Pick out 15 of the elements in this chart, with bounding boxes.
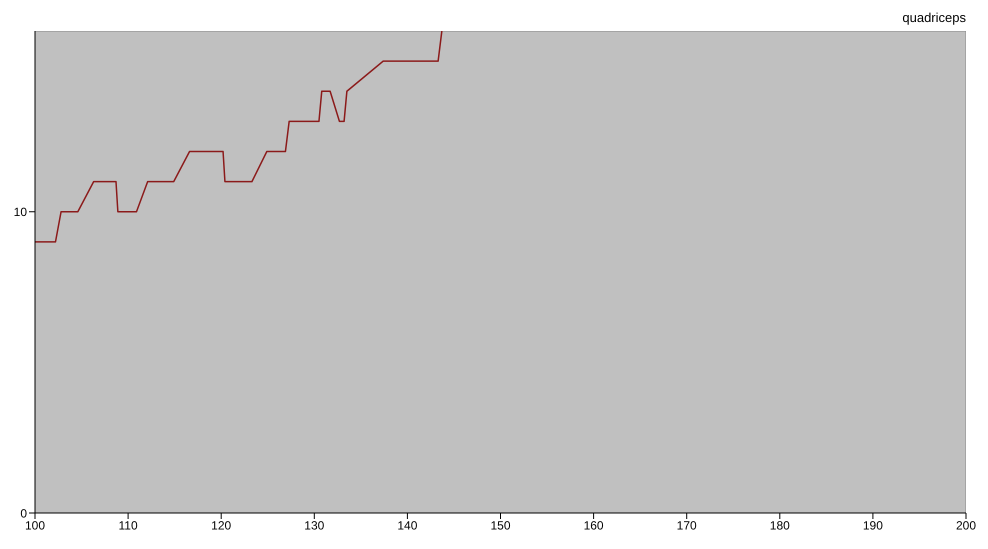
y-tick-label: 0: [20, 506, 28, 520]
x-tick-label: 180: [770, 518, 790, 533]
line-series: [35, 31, 443, 243]
chart-title: quadriceps: [902, 10, 966, 25]
x-tick-label: 110: [118, 518, 138, 533]
x-tick-label: 170: [676, 518, 698, 533]
y-tick-label: 10: [14, 205, 28, 220]
x-tick-label: 190: [862, 518, 884, 533]
x-tick-label: 160: [584, 518, 604, 533]
x-tick-label: 200: [956, 518, 976, 533]
x-tick-label: 100: [24, 518, 46, 533]
x-tick-label: 120: [211, 518, 232, 533]
x-tick-label: 130: [304, 518, 325, 533]
x-tick-label: 140: [397, 518, 418, 533]
x-tick-label: 150: [490, 518, 511, 533]
